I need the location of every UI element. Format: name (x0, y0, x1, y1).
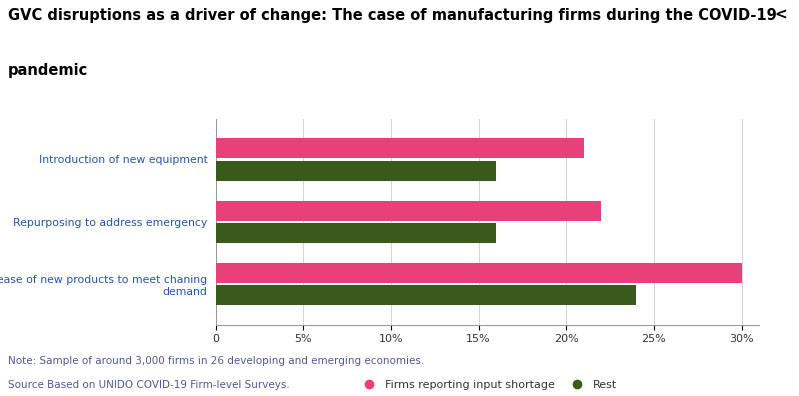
Bar (216, 286, 636, 305)
Bar (216, 138, 584, 158)
Bar (216, 161, 496, 181)
Text: pandemic: pandemic (8, 63, 88, 78)
Bar (216, 263, 741, 283)
Bar (216, 200, 602, 221)
Bar (216, 223, 496, 243)
Text: <: < (774, 8, 787, 23)
Text: Source Based on UNIDO COVID-19 Firm-level Surveys.: Source Based on UNIDO COVID-19 Firm-leve… (8, 380, 290, 390)
Legend: Firms reporting input shortage, Rest: Firms reporting input shortage, Rest (354, 375, 621, 394)
Text: GVC disruptions as a driver of change: The case of manufacturing firms during th: GVC disruptions as a driver of change: T… (8, 8, 777, 23)
Text: Note: Sample of around 3,000 firms in 26 developing and emerging economies.: Note: Sample of around 3,000 firms in 26… (8, 356, 424, 366)
